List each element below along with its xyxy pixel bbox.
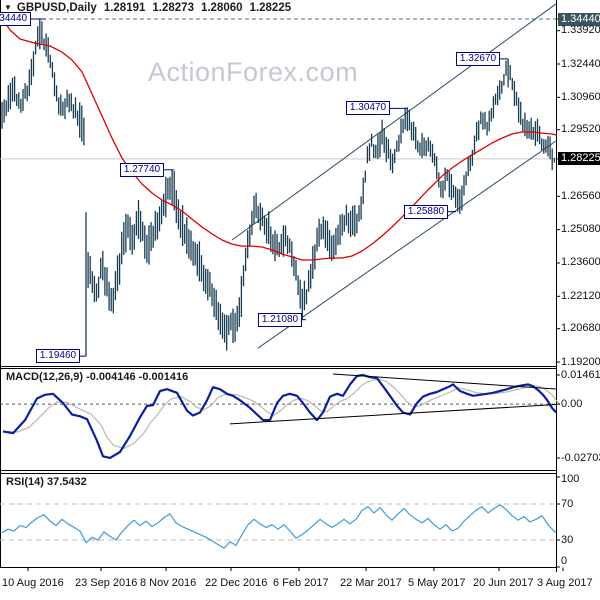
price-axis-label: 1.33920	[561, 24, 600, 36]
price-level-annotation[interactable]: 1.32670	[456, 52, 500, 66]
ohlc-bars-series	[1, 19, 555, 357]
rsi-label: RSI(14) 37.5432	[6, 476, 87, 488]
rsi-axis-label: 70	[561, 498, 574, 510]
macd-lower-trendline	[229, 404, 557, 425]
price-axis-label: 1.30960	[561, 91, 600, 103]
time-axis-label: 3 Aug 2017	[537, 577, 593, 589]
macd-upper-trendline	[332, 373, 557, 390]
price-level-annotation[interactable]: 1.21080	[258, 313, 302, 327]
macd-label: MACD(12,26,9) -0.004146 -0.001416	[6, 371, 189, 383]
quote-high: 1.28273	[152, 2, 194, 14]
price-axis-label: 1.25080	[561, 223, 600, 235]
quote-low: 1.28060	[200, 2, 243, 14]
rsi-axis-label: 30	[561, 534, 574, 546]
price-level-annotation[interactable]: 1.25880	[404, 205, 448, 219]
price-level-annotation[interactable]: 1.30470	[346, 101, 390, 115]
price-axis-label: 1.26560	[561, 190, 600, 202]
moving-average-line	[0, 14, 558, 261]
macd-axis-label: 0.00	[561, 398, 583, 410]
chart-title: ▼ GBPUSD,Daily 1.28191 1.28273 1.28060 1.2822…	[4, 2, 291, 14]
time-axis-label: 22 Dec 2016	[205, 577, 268, 589]
time-axis-label: 22 Mar 2017	[340, 577, 402, 589]
rsi-line	[1, 504, 557, 549]
price-axis-label: 1.23600	[561, 256, 600, 268]
price-axis-label: 1.34440	[558, 13, 600, 26]
time-axis-label: 20 Jun 2017	[473, 577, 534, 589]
price-axis-label: 1.28225	[558, 152, 600, 165]
macd-main-line	[2, 373, 557, 459]
macd-axis-label: 0.014614	[561, 369, 600, 381]
macd-axis-label: -0.027031	[561, 452, 600, 464]
rsi-axis-label: 100	[561, 473, 580, 485]
quote-close: 1.28225	[249, 2, 292, 14]
time-axis-label: 8 Nov 2016	[140, 577, 197, 589]
price-axis-label: 1.29520	[561, 123, 600, 135]
macd-signal-line	[6, 378, 561, 449]
symbol-name: GBPUSD,Daily	[16, 2, 97, 14]
price-axis-label: 1.22120	[561, 290, 600, 302]
price-level-annotation[interactable]: 1.27740	[120, 163, 164, 177]
rsi-axis-label: 0	[561, 555, 568, 567]
time-axis-label: 6 Feb 2017	[273, 577, 329, 589]
price-axis-label: 1.20680	[561, 322, 600, 334]
time-axis-label: 23 Sep 2016	[75, 577, 138, 589]
watermark: ActionForex.com	[148, 57, 359, 87]
price-level-annotation[interactable]: 1.34440	[0, 12, 31, 26]
channel-upper-trendline	[231, 3, 557, 241]
quote-open: 1.28191	[103, 2, 146, 14]
channel-lower-trendline	[257, 140, 557, 349]
time-axis-label: 10 Aug 2016	[2, 577, 64, 589]
time-axis-label: 5 May 2017	[408, 577, 466, 589]
price-axis-label: 1.32440	[561, 58, 600, 70]
price-level-annotation[interactable]: 1.19460	[36, 349, 80, 363]
symbol-marker-icon: ▼	[4, 3, 12, 12]
price-axis-label: 1.19200	[561, 356, 600, 368]
